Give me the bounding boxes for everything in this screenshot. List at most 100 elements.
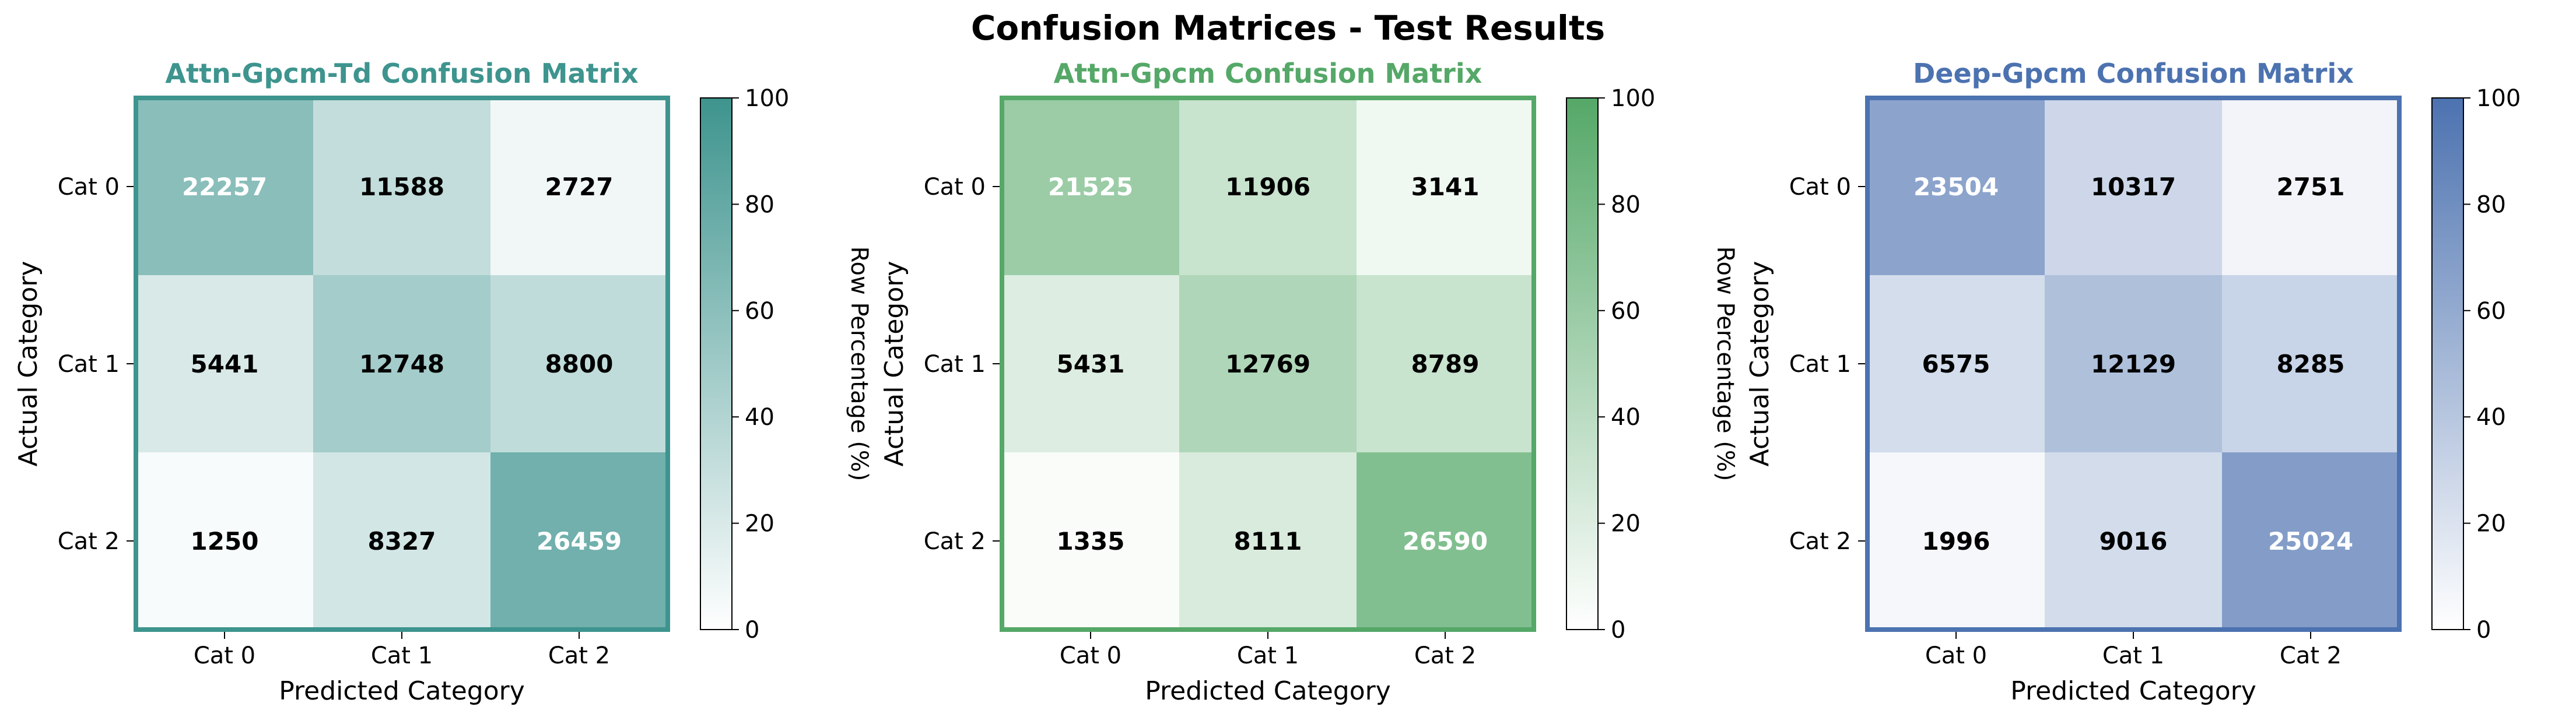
matrix-3-ytick-label-1: Cat 1 xyxy=(1789,351,1851,378)
matrix-2-cell-label-r1-c0: 5431 xyxy=(1057,350,1125,378)
matrix-2-cell-r2-c0 xyxy=(1002,452,1179,630)
matrix-2-xtick-label-0: Cat 0 xyxy=(1060,642,1121,669)
matrix-1-colorbar-label: Row Percentage (%) xyxy=(846,247,872,482)
matrix-2-cell-label-r0-c0: 21525 xyxy=(1048,173,1133,201)
matrix-1-cell-label-r0-c2: 2727 xyxy=(545,173,614,201)
matrix-3-colorbar-tick-label-2: 40 xyxy=(2476,404,2506,431)
matrix-1-ytick-label-1: Cat 1 xyxy=(58,351,120,378)
matrix-1-colorbar-tick-label-4: 80 xyxy=(745,191,774,218)
matrix-1-cell-label-r1-c0: 5441 xyxy=(191,350,259,378)
matrix-3-xtick-label-2: Cat 2 xyxy=(2280,642,2342,669)
matrix-1-ytick-label-0: Cat 0 xyxy=(58,174,120,201)
matrix-3-cell-r1-c1 xyxy=(2045,275,2222,452)
matrix-2-xlabel: Predicted Category xyxy=(1145,676,1391,706)
matrix-2-cell-label-r0-c1: 11906 xyxy=(1225,173,1310,201)
matrix-3-cell-r2-c0 xyxy=(1867,452,2045,630)
matrix-1-cell-label-r2-c2: 26459 xyxy=(537,527,622,556)
matrix-2-cell-r0-c0 xyxy=(1002,98,1179,275)
matrix-2-border xyxy=(1000,96,1536,632)
matrix-2-colorbar-tick-label-5: 100 xyxy=(1611,85,1655,112)
matrix-1-title: Attn-Gpcm-Td Confusion Matrix xyxy=(165,58,638,89)
matrix-1-cell-label-r1-c1: 12748 xyxy=(359,350,444,378)
matrix-3-cell-r2-c2 xyxy=(2222,452,2399,630)
matrix-2-colorbar-tick-label-2: 40 xyxy=(1611,404,1641,431)
matrix-1-colorbar-tick-label-1: 20 xyxy=(745,511,774,537)
matrix-3-title: Deep-Gpcm Confusion Matrix xyxy=(1913,58,2354,89)
matrix-2-cell-label-r2-c1: 8111 xyxy=(1234,527,1302,556)
matrix-3-cell-label-r0-c1: 10317 xyxy=(2091,173,2176,201)
matrix-1-cell-r1-c0 xyxy=(136,275,313,452)
matrix-1-cell-r1-c2 xyxy=(490,275,668,452)
matrix-3-cell-r1-c0 xyxy=(1867,275,2045,452)
matrix-3-xlabel: Predicted Category xyxy=(2010,676,2256,706)
matrix-1-border xyxy=(134,96,670,632)
matrix-3-cell-r0-c2 xyxy=(2222,98,2399,275)
matrix-2-cell-label-r2-c0: 1335 xyxy=(1057,527,1125,556)
matrix-3-xtick-label-1: Cat 1 xyxy=(2102,642,2164,669)
matrix-2-cell-r1-c2 xyxy=(1357,275,1534,452)
matrix-2-ytick-label-1: Cat 1 xyxy=(924,351,986,378)
matrix-1-cell-r2-c2 xyxy=(490,452,668,630)
matrix-2-colorbar-tick-label-1: 20 xyxy=(1611,511,1641,537)
matrix-1-colorbar-tick-label-3: 60 xyxy=(745,298,774,325)
matrix-2-cell-label-r1-c2: 8789 xyxy=(1411,350,1480,378)
matrix-2-colorbar-tick-label-0: 0 xyxy=(1611,617,1625,644)
matrix-1-cell-r0-c1 xyxy=(313,98,490,275)
matrix-1-cell-label-r2-c0: 1250 xyxy=(191,527,259,556)
matrix-1-xtick-label-0: Cat 0 xyxy=(194,642,255,669)
matrix-3-colorbar-tick-label-1: 20 xyxy=(2476,511,2506,537)
matrix-1-colorbar xyxy=(700,97,733,630)
matrix-3-colorbar-tick-label-4: 80 xyxy=(2476,191,2506,218)
matrix-2-xtick-label-2: Cat 2 xyxy=(1414,642,1476,669)
matrix-2-title: Attn-Gpcm Confusion Matrix xyxy=(1054,58,1482,89)
matrix-2-cell-label-r0-c2: 3141 xyxy=(1411,173,1480,201)
matrix-1-cell-label-r1-c2: 8800 xyxy=(545,350,614,378)
matrix-3-xtick-label-0: Cat 0 xyxy=(1925,642,1987,669)
matrix-2-cell-label-r1-c1: 12769 xyxy=(1225,350,1310,378)
matrix-3-cell-r1-c2 xyxy=(2222,275,2399,452)
matrix-3-colorbar-tick-label-5: 100 xyxy=(2476,85,2521,112)
matrix-2-colorbar-label: Row Percentage (%) xyxy=(1712,247,1739,482)
matrix-1-cell-r1-c1 xyxy=(313,275,490,452)
matrix-1-cell-r0-c2 xyxy=(490,98,668,275)
matrix-3-ylabel: Actual Category xyxy=(1745,261,1775,467)
matrix-1-cell-label-r0-c1: 11588 xyxy=(359,173,444,201)
matrix-3-cell-label-r1-c0: 6575 xyxy=(1922,350,1990,378)
matrix-1-colorbar-tick-label-0: 0 xyxy=(745,617,759,644)
matrix-2-cell-label-r2-c2: 26590 xyxy=(1403,527,1488,556)
matrix-3-cell-label-r2-c0: 1996 xyxy=(1922,527,1990,556)
matrix-1-ytick-label-2: Cat 2 xyxy=(58,528,120,555)
matrix-3-cell-r0-c0 xyxy=(1867,98,2045,275)
matrix-2-ytick-label-0: Cat 0 xyxy=(924,174,986,201)
matrix-2-cell-r1-c0 xyxy=(1002,275,1179,452)
matrix-3-ytick-label-0: Cat 0 xyxy=(1789,174,1851,201)
matrix-1-xtick-label-2: Cat 2 xyxy=(548,642,610,669)
figure-title: Confusion Matrices - Test Results xyxy=(970,8,1606,48)
matrix-1-cell-r2-c0 xyxy=(136,452,313,630)
matrix-1-cell-label-r2-c1: 8327 xyxy=(368,527,436,556)
matrix-3-ytick-label-2: Cat 2 xyxy=(1789,528,1851,555)
matrix-2-cell-r2-c1 xyxy=(1179,452,1357,630)
matrix-2-ytick-label-2: Cat 2 xyxy=(924,528,986,555)
matrix-3-cell-label-r2-c1: 9016 xyxy=(2100,527,2168,556)
matrix-1-cell-r0-c0 xyxy=(136,98,313,275)
matrix-3-cell-label-r2-c2: 25024 xyxy=(2268,527,2353,556)
matrix-1-cell-label-r0-c0: 22257 xyxy=(182,173,267,201)
matrix-2-cell-r2-c2 xyxy=(1357,452,1534,630)
matrix-3-cell-r0-c1 xyxy=(2045,98,2222,275)
matrix-2-cell-r1-c1 xyxy=(1179,275,1357,452)
matrix-1-colorbar-tick-label-2: 40 xyxy=(745,404,774,431)
matrix-3-colorbar-tick-label-0: 0 xyxy=(2476,617,2491,644)
matrix-2-xtick-label-1: Cat 1 xyxy=(1237,642,1299,669)
matrix-1-colorbar-tick-label-5: 100 xyxy=(745,85,789,112)
matrix-2-cell-r0-c2 xyxy=(1357,98,1534,275)
matrix-1-xtick-label-1: Cat 1 xyxy=(371,642,433,669)
matrix-3-cell-label-r0-c2: 2751 xyxy=(2277,173,2345,201)
matrix-2-colorbar-tick-label-3: 60 xyxy=(1611,298,1641,325)
matrix-2-colorbar-tick-label-4: 80 xyxy=(1611,191,1641,218)
matrix-1-cell-r2-c1 xyxy=(313,452,490,630)
matrix-3-colorbar xyxy=(2431,97,2464,630)
matrix-3-colorbar-tick-label-3: 60 xyxy=(2476,298,2506,325)
matrix-3-cell-label-r1-c2: 8285 xyxy=(2277,350,2345,378)
